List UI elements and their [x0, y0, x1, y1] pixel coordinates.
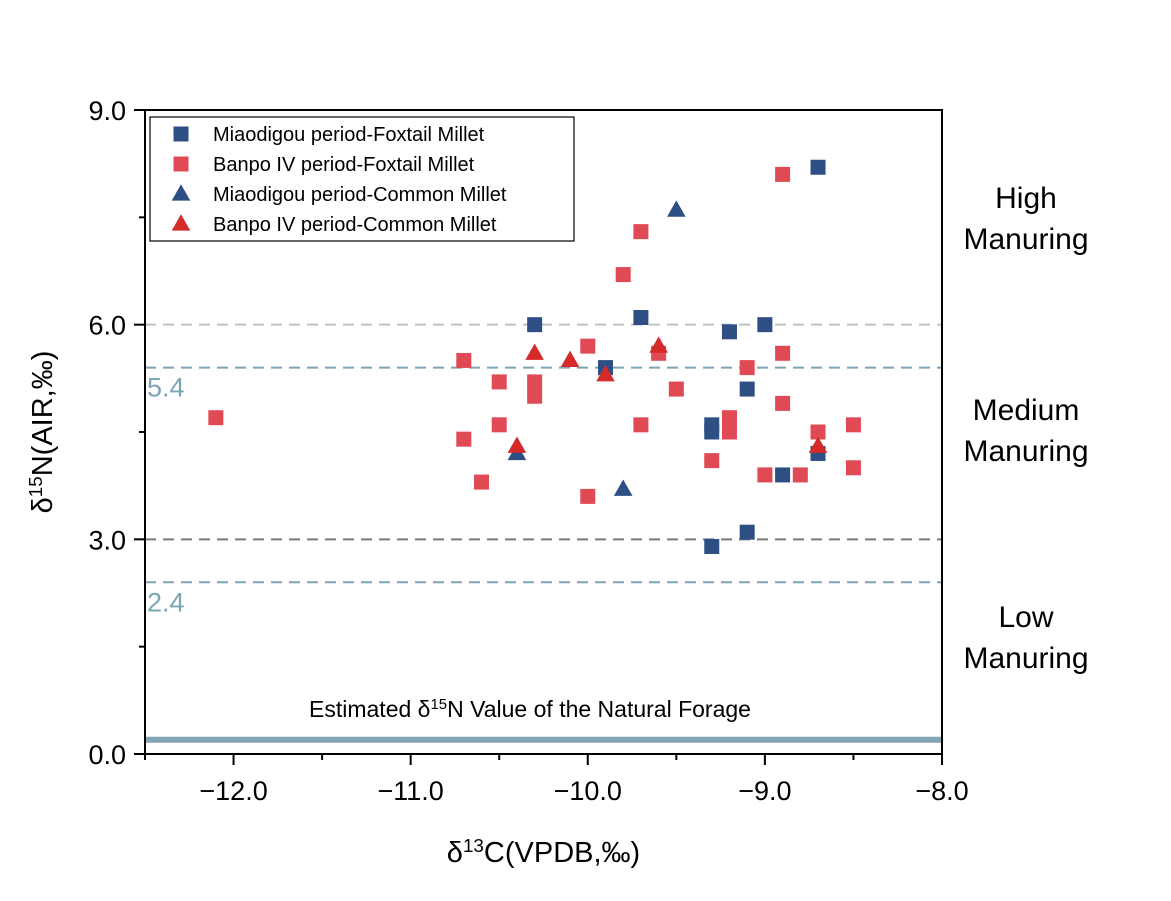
- x-axis-title: δ13C(VPDB,‰): [447, 835, 640, 870]
- data-point-series-1: [721, 324, 737, 340]
- data-point-series-2: [491, 374, 507, 390]
- data-point-series-1: [633, 310, 649, 326]
- data-point-series-2: [527, 374, 543, 390]
- y-tick-label: 0.0: [88, 740, 126, 770]
- legend-label: Miaodigou period-Foxtail Millet: [213, 124, 485, 146]
- data-point-series-1: [704, 424, 720, 440]
- x-tick-label: −11.0: [378, 776, 444, 806]
- x-tick-label: −10.0: [554, 776, 622, 806]
- data-point-series-2: [845, 417, 861, 433]
- zone-label-line2: Manuring: [963, 642, 1088, 675]
- legend-marker: [173, 126, 189, 142]
- data-point-series-2: [739, 360, 755, 376]
- y-tick-label: 3.0: [88, 525, 126, 555]
- legend-label: Banpo IV period-Foxtail Millet: [213, 154, 475, 176]
- data-point-series-1: [810, 159, 826, 175]
- data-point-series-2: [208, 410, 224, 426]
- data-point-series-1: [739, 524, 755, 540]
- reference-line-label: 2.4: [147, 587, 185, 617]
- data-point-series-3: [613, 479, 633, 496]
- data-point-series-2: [527, 388, 543, 404]
- data-point-series-2: [633, 224, 649, 240]
- data-point-series-2: [810, 424, 826, 440]
- data-point-series-2: [633, 417, 649, 433]
- data-point-series-2: [491, 417, 507, 433]
- zone-label-line1: Medium: [973, 394, 1080, 427]
- data-point-series-1: [527, 317, 543, 333]
- forage-annotation: Estimated δ15N Value of the Natural Fora…: [309, 696, 751, 723]
- x-tick-label: −12.0: [199, 776, 267, 806]
- x-tick-label: −9.0: [738, 776, 791, 806]
- legend-label: Miaodigou period-Common Millet: [213, 184, 507, 206]
- legend-label: Banpo IV period-Common Millet: [213, 214, 497, 236]
- data-point-series-2: [792, 467, 808, 483]
- data-point-series-2: [721, 410, 737, 426]
- legend-marker: [171, 214, 191, 231]
- data-point-series-2: [845, 460, 861, 476]
- data-point-series-2: [580, 338, 596, 354]
- zone-label-line1: Low: [998, 601, 1053, 634]
- data-point-series-1: [739, 381, 755, 397]
- data-point-series-1: [704, 538, 720, 554]
- data-point-series-4: [525, 343, 544, 360]
- data-point-series-1: [775, 467, 791, 483]
- x-tick-label: −8.0: [915, 776, 968, 806]
- y-tick-label: 9.0: [88, 96, 126, 126]
- legend-marker: [173, 156, 189, 172]
- data-point-series-3: [667, 200, 686, 217]
- data-point-series-1: [757, 317, 773, 333]
- data-point-series-2: [721, 424, 737, 440]
- data-point-series-2: [615, 267, 631, 283]
- data-point-series-2: [775, 166, 791, 182]
- data-point-series-4: [649, 336, 668, 353]
- zone-label-line2: Manuring: [963, 435, 1088, 468]
- data-point-series-4: [560, 350, 580, 368]
- data-point-series-2: [580, 488, 596, 504]
- zone-label-line1: High: [995, 182, 1057, 215]
- reference-line-label: 5.4: [147, 373, 185, 403]
- data-point-series-2: [775, 345, 791, 361]
- data-point-series-2: [668, 381, 684, 397]
- data-point-series-2: [474, 474, 490, 490]
- zone-label-line2: Manuring: [963, 223, 1088, 256]
- y-tick-label: 6.0: [88, 311, 126, 341]
- legend-box: [149, 116, 575, 242]
- legend-marker: [171, 184, 191, 201]
- data-point-series-2: [456, 352, 472, 368]
- data-point-series-4: [596, 364, 615, 382]
- data-point-series-2: [757, 467, 773, 483]
- y-axis-title: δ15N(AIR,‰): [25, 351, 60, 514]
- data-point-series-2: [704, 453, 720, 469]
- data-point-series-2: [456, 431, 472, 447]
- data-point-series-4: [808, 436, 828, 453]
- data-point-series-4: [507, 436, 527, 453]
- data-point-series-2: [775, 395, 791, 411]
